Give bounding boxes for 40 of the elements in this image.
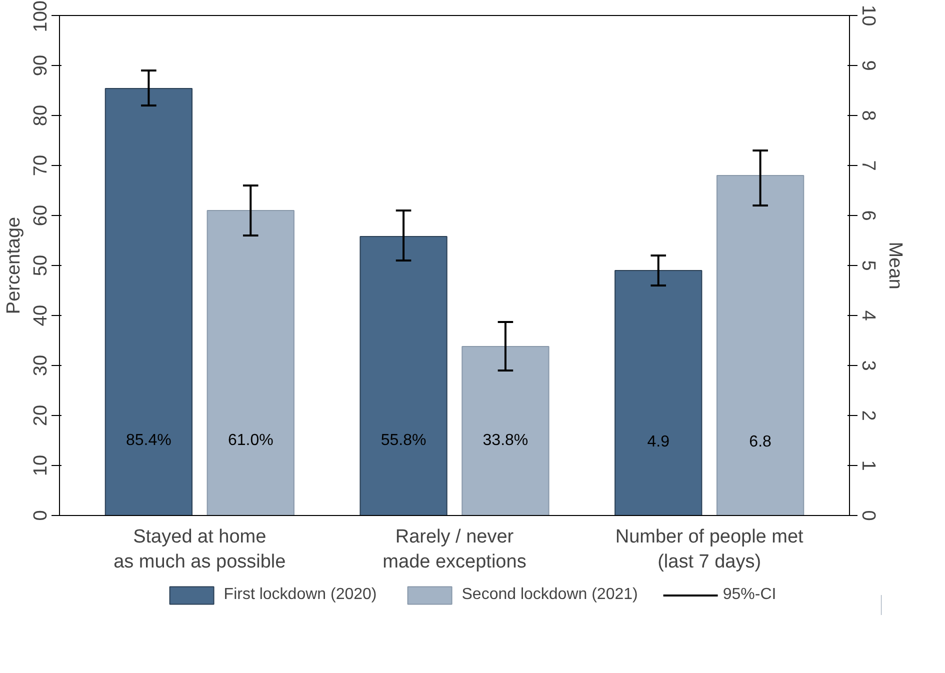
y2-tick-label: 5 — [858, 260, 878, 271]
x-tick-label: Rarely / never made exceptions — [382, 526, 526, 573]
y2-tick-label: 1 — [858, 460, 878, 471]
y2-tick-label: 4 — [858, 310, 878, 322]
x-tick-label: Number of people met (last 7 days) — [615, 526, 804, 573]
data-label: 61.0% — [228, 432, 274, 449]
y-tick-label: 40 — [30, 304, 52, 326]
y2-tick-label: 3 — [858, 360, 878, 371]
y2-tick-label: 2 — [858, 410, 878, 421]
y-tick-label: 70 — [30, 154, 52, 176]
data-label: 4.9 — [647, 434, 670, 450]
data-label: 85.4% — [126, 432, 172, 449]
y2-axis-title: Mean — [884, 242, 906, 290]
y2-tick-label: 6 — [858, 210, 878, 221]
y-tick-label: 30 — [30, 354, 52, 376]
x-tick-label: Stayed at home as much as possible — [114, 526, 286, 573]
legend-label: Second lockdown (2021) — [462, 586, 638, 604]
y-tick-label: 80 — [30, 104, 52, 126]
y2-tick-label: 9 — [858, 60, 878, 71]
y-tick-label: 20 — [30, 404, 52, 426]
y-axis-title: Percentage — [4, 216, 24, 314]
y2-tick-label: 0 — [858, 510, 878, 521]
bar — [360, 236, 448, 516]
y2-tick-label: 10 — [858, 4, 878, 26]
y-tick-label: 50 — [30, 254, 52, 276]
text: 95%-CI — [722, 586, 776, 604]
y-tick-label: 10 — [30, 454, 52, 476]
y2-tick-label: 8 — [858, 110, 878, 121]
legend-label: First lockdown (2020) — [224, 586, 377, 604]
data-label: 55.8% — [380, 432, 426, 449]
y-tick-label: 60 — [30, 204, 52, 226]
y-tick-label: 0 — [30, 510, 52, 521]
bar — [104, 88, 193, 516]
data-label: 33.8% — [482, 432, 528, 449]
bar — [462, 346, 550, 516]
bar — [206, 210, 294, 516]
y2-tick-label: 7 — [858, 160, 878, 171]
data-label: 6.8 — [749, 434, 772, 450]
y-tick-label: 90 — [30, 54, 52, 76]
y-tick-label: 100 — [30, 0, 52, 32]
